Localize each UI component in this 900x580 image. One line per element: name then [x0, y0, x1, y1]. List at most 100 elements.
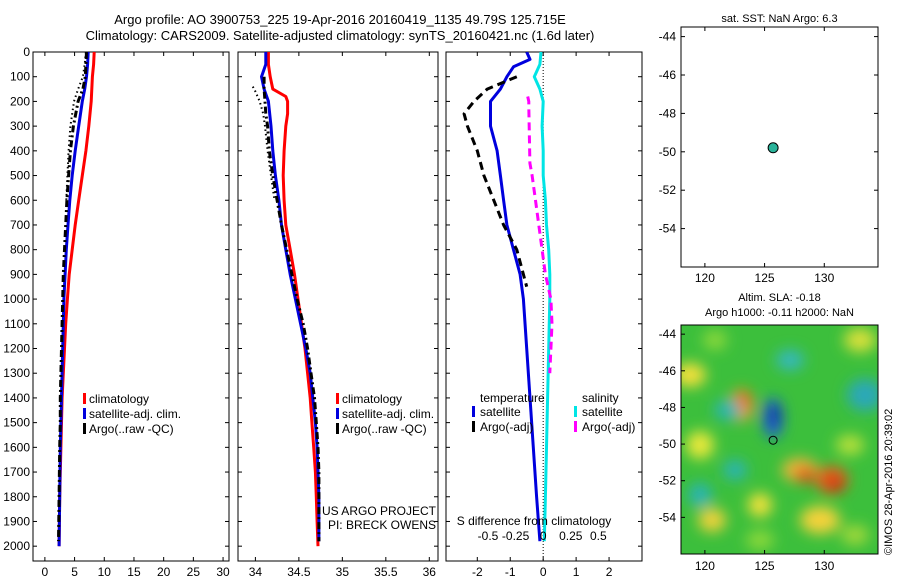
depth-tick-label: 1000: [3, 292, 30, 306]
sla-anomaly-blob: [770, 405, 780, 425]
x-tick-label: 20: [157, 565, 171, 579]
series-group: [462, 52, 554, 542]
legend-swatch: [472, 406, 475, 417]
legend-swatch: [83, 408, 86, 419]
figure-title-line2: Climatology: CARS2009. Satellite-adjuste…: [86, 28, 595, 43]
legend-label: climatology: [89, 392, 149, 406]
depth-tick-label: 1400: [3, 391, 30, 405]
x-tick-label: 10: [98, 565, 112, 579]
x-tick-label: 35: [336, 565, 350, 579]
y-tick-label: -52: [659, 183, 677, 197]
legend-label: climatology: [342, 392, 402, 406]
sla-anomaly-blob: [723, 460, 747, 480]
sla-field: [681, 325, 878, 554]
legend-swatch: [83, 393, 86, 404]
x-tick-label: 0: [540, 565, 547, 579]
x-tick-label: 15: [127, 565, 141, 579]
depth-tick-label: 300: [10, 119, 30, 133]
copyright-label: ©IMOS 28-Apr-2016 20:39:02: [883, 409, 895, 555]
sla-anomaly-blobs: [681, 328, 878, 550]
legend-swatch: [336, 393, 339, 404]
x-tick-label: 1: [573, 565, 580, 579]
depth-tick-label: 800: [10, 243, 30, 257]
legend-label: satellite-adj. clim.: [342, 407, 434, 421]
series-group: [251, 52, 321, 547]
x-tick-label: 2: [606, 565, 613, 579]
sla-anomaly-blob: [844, 328, 876, 352]
sla-anomaly-blob: [686, 431, 714, 459]
temperature-panel: 0100200300400500600700800900100011001200…: [3, 45, 230, 579]
series-line-argo-adj-: [462, 75, 529, 288]
y-tick-label: -46: [659, 364, 677, 378]
depth-tick-label: 1100: [4, 317, 30, 331]
series-line-satellite: [532, 52, 552, 542]
series-line-satellite-adj-clim-: [260, 52, 321, 542]
sla-anomaly-blob: [739, 392, 749, 408]
legend-label: satellite: [480, 405, 521, 419]
sla-anomaly-blob: [688, 483, 712, 507]
series-line-raw-dotted: [65, 52, 87, 201]
x-tick-label: 130: [814, 271, 834, 285]
sla-anomaly-blob: [746, 530, 774, 550]
sla-anomaly-blob: [698, 508, 726, 532]
salinity-panel: 3434.53535.536salinityclimatologysatelli…: [237, 51, 439, 579]
legend-label: Argo(..raw -QC): [342, 422, 427, 436]
sla-anomaly-blob: [714, 400, 742, 420]
s-tick-label: 0.25: [559, 529, 583, 543]
y-tick-label: -52: [659, 474, 677, 488]
sla-anomaly-blob: [828, 479, 844, 491]
depth-tick-label: 900: [10, 267, 30, 281]
difference-panel: -2-1012T difference from climatologyS di…: [445, 51, 643, 579]
legend-label: satellite-adj. clim.: [89, 407, 181, 421]
legend-swatch: [574, 421, 577, 432]
depth-tick-label: 1900: [3, 514, 30, 528]
sla-anomaly-blob: [748, 493, 772, 517]
sla-anomaly-blob: [681, 363, 706, 387]
x-tick-label: 35.5: [374, 565, 398, 579]
y-tick-label: -54: [659, 510, 677, 524]
sla-anomaly-blob: [847, 379, 878, 411]
y-tick-label: -46: [659, 68, 677, 82]
x-tick-label: 0: [42, 565, 49, 579]
project-annotation: US ARGO PROJECT: [322, 504, 437, 518]
legend-label: Argo(-adj): [480, 420, 533, 434]
y-tick-label: -50: [659, 145, 677, 159]
sla-anomaly-blob: [836, 435, 864, 455]
legend-title: temperature: [480, 391, 545, 405]
depth-tick-label: 2000: [3, 539, 30, 553]
sla-map-panel: Altim. SLA: -0.18 Argo h1000: -0.11 h2000…: [659, 292, 895, 573]
legend-swatch: [472, 421, 475, 432]
x-axis-label-top: S difference from climatology: [457, 514, 612, 528]
depth-tick-label: 1700: [3, 465, 30, 479]
x-tick-label: -2: [472, 565, 483, 579]
depth-tick-label: 1800: [3, 490, 30, 504]
float-position-marker: [767, 142, 779, 154]
plot-frame: [445, 51, 643, 562]
s-tick-label: -0.5: [478, 529, 499, 543]
depth-tick-label: 100: [10, 70, 30, 84]
x-tick-label: 30: [216, 565, 230, 579]
depth-tick-label: 1300: [3, 366, 30, 380]
sla-title: Altim. SLA: -0.18: [738, 292, 821, 304]
y-tick-label: -48: [659, 106, 677, 120]
x-tick-label: 5: [71, 565, 78, 579]
sla-subtitle: Argo h1000: -0.11 h2000: NaN: [705, 307, 854, 319]
x-tick-label: 125: [755, 559, 775, 573]
sla-anomaly-blob: [703, 330, 727, 350]
project-annotation: PI: BRECK OWENS: [328, 518, 436, 532]
s-tick-label: 0.5: [590, 529, 607, 543]
legend-swatch: [336, 423, 339, 434]
series-group: [57, 52, 96, 547]
legend-label: satellite: [582, 405, 623, 419]
x-tick-label: 130: [814, 559, 834, 573]
depth-tick-label: 500: [10, 169, 30, 183]
depth-tick-label: 400: [10, 144, 30, 158]
x-tick-label: 34.5: [287, 565, 311, 579]
map-frame: [680, 26, 879, 268]
depth-tick-label: 700: [10, 218, 30, 232]
legend-swatch: [574, 406, 577, 417]
depth-tick-label: 1200: [3, 342, 30, 356]
x-tick-label: 34: [249, 565, 263, 579]
legend-label: Argo(-adj): [582, 420, 635, 434]
series-line-argo-raw-qc-: [262, 76, 321, 542]
